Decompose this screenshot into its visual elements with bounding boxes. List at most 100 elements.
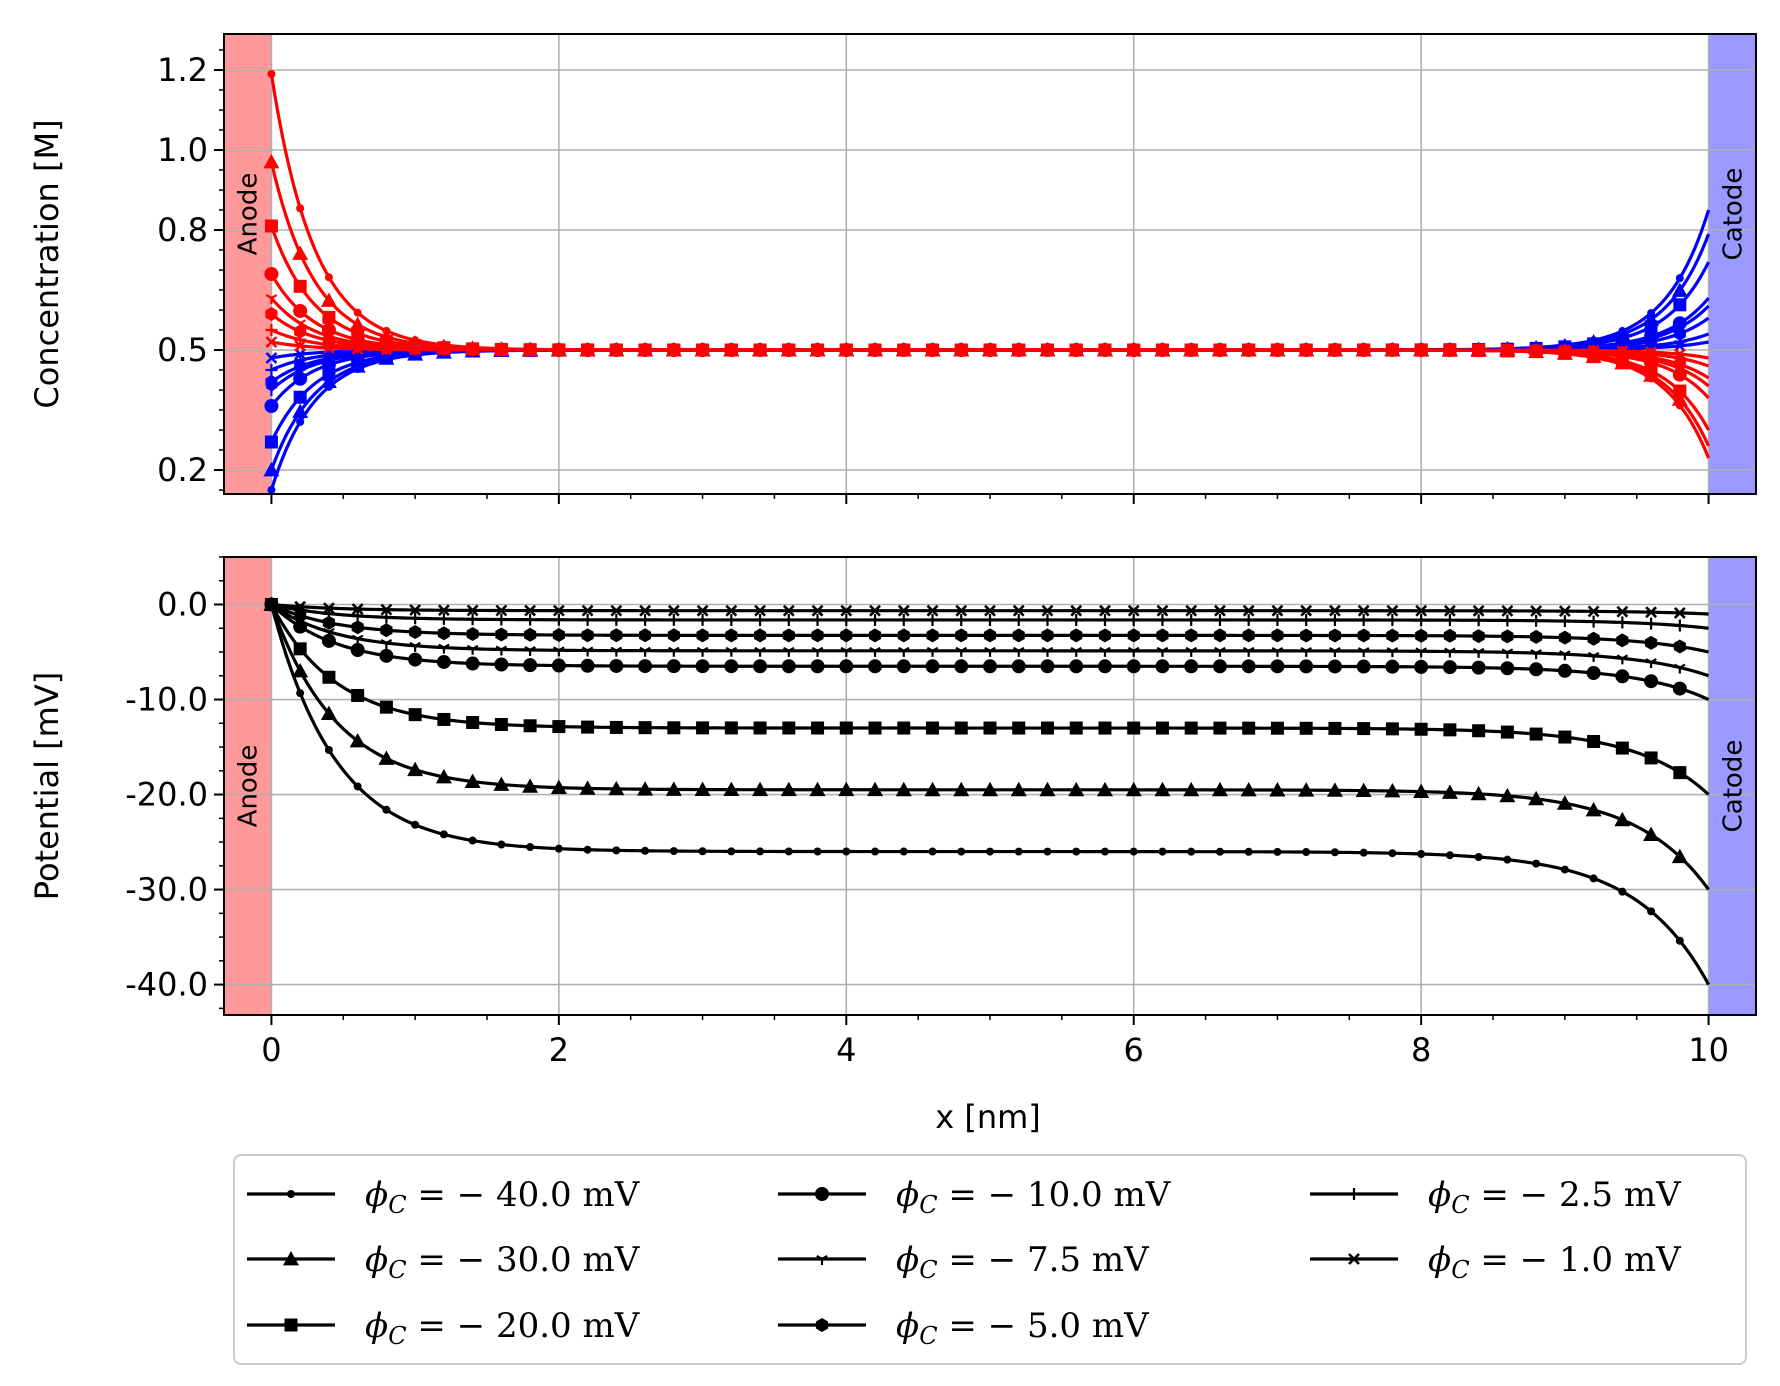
data-point [495, 604, 508, 617]
data-point [753, 721, 767, 735]
legend-label: ϕC = − 2.5 mV [1428, 1175, 1682, 1219]
data-point [1041, 613, 1054, 626]
data-point [1183, 781, 1200, 797]
data-point [1673, 326, 1686, 341]
data-point [897, 721, 911, 735]
series-group [263, 596, 1710, 986]
data-point [753, 659, 768, 674]
data-point [1443, 604, 1456, 617]
data-point [1214, 646, 1226, 657]
data-point [1414, 659, 1429, 674]
data-point [1616, 605, 1629, 618]
data-point [324, 745, 333, 754]
data-point [1156, 613, 1169, 626]
data-point [1644, 674, 1659, 689]
data-point [322, 670, 336, 684]
y-tick-label: 1.2 [157, 51, 208, 89]
data-point [639, 646, 651, 657]
data-point [439, 830, 448, 839]
data-point [926, 646, 939, 657]
data-point [781, 659, 796, 674]
data-point [1471, 660, 1486, 675]
data-point [1645, 348, 1658, 361]
data-point [380, 623, 393, 638]
data-point [1242, 604, 1255, 617]
data-point [1359, 848, 1368, 857]
data-point [1558, 630, 1571, 645]
data-point [754, 628, 767, 643]
data-point [1327, 659, 1342, 674]
data-point [351, 634, 364, 645]
x-tick-label: 0 [261, 1031, 281, 1069]
data-point [1328, 721, 1342, 735]
data-point [264, 435, 278, 449]
data-point [610, 604, 623, 617]
data-point [495, 344, 508, 356]
data-point [1445, 851, 1454, 860]
data-point [524, 627, 537, 642]
data-point [1585, 801, 1602, 817]
data-point [267, 486, 276, 494]
data-point [1528, 790, 1545, 806]
data-point [698, 847, 707, 856]
data-point [551, 658, 566, 673]
data-point [1185, 604, 1198, 617]
data-point [1413, 783, 1430, 799]
data-point [695, 659, 710, 674]
data-point [1616, 654, 1629, 665]
x-tick-label: 8 [1411, 1031, 1431, 1069]
data-point [1213, 721, 1227, 735]
data-point [1154, 781, 1171, 797]
data-point [380, 603, 393, 616]
data-point [264, 267, 279, 281]
data-point [294, 600, 307, 613]
data-point [638, 659, 653, 674]
data-point [984, 613, 996, 626]
data-point [782, 604, 795, 617]
data-point [579, 780, 596, 795]
data-point [1472, 604, 1485, 617]
data-point [639, 628, 652, 643]
data-point [1300, 344, 1313, 356]
data-point [842, 847, 851, 856]
data-point [320, 705, 337, 721]
data-point [637, 781, 654, 796]
data-point [926, 613, 939, 626]
data-point [1184, 721, 1198, 735]
data-point [1329, 344, 1341, 356]
data-point [986, 847, 994, 856]
anode-label: Anode [234, 173, 264, 256]
data-point [839, 721, 853, 735]
data-point [552, 604, 565, 617]
data-point [924, 781, 941, 797]
data-point [379, 700, 393, 714]
data-point [581, 628, 594, 643]
data-point [1185, 344, 1198, 356]
legend-entry: ϕC = − 2.5 mV [1310, 1175, 1682, 1219]
data-point [869, 646, 881, 657]
y-axis-title: Potential [mV] [28, 672, 66, 900]
data-point [639, 604, 652, 617]
legend-label: ϕC = − 7.5 mV [896, 1240, 1150, 1284]
data-point [957, 847, 966, 856]
data-point [1328, 628, 1341, 643]
data-point [267, 70, 276, 78]
data-point [1099, 646, 1111, 657]
data-point [1187, 847, 1196, 856]
data-point [1270, 659, 1285, 674]
data-point [1472, 629, 1485, 644]
data-point [1672, 681, 1687, 696]
data-point [438, 643, 450, 654]
data-point [264, 399, 279, 413]
legend-entry: ϕC = − 1.0 mV [1310, 1240, 1682, 1284]
x-tick-label: 2 [549, 1031, 569, 1069]
data-point [1589, 874, 1598, 883]
data-point [1587, 734, 1601, 748]
data-point [495, 627, 508, 642]
data-point [526, 843, 535, 852]
data-point [1357, 722, 1371, 736]
data-point [1643, 826, 1660, 842]
data-point [523, 719, 537, 733]
data-point [1530, 344, 1543, 357]
data-point [1587, 631, 1600, 646]
